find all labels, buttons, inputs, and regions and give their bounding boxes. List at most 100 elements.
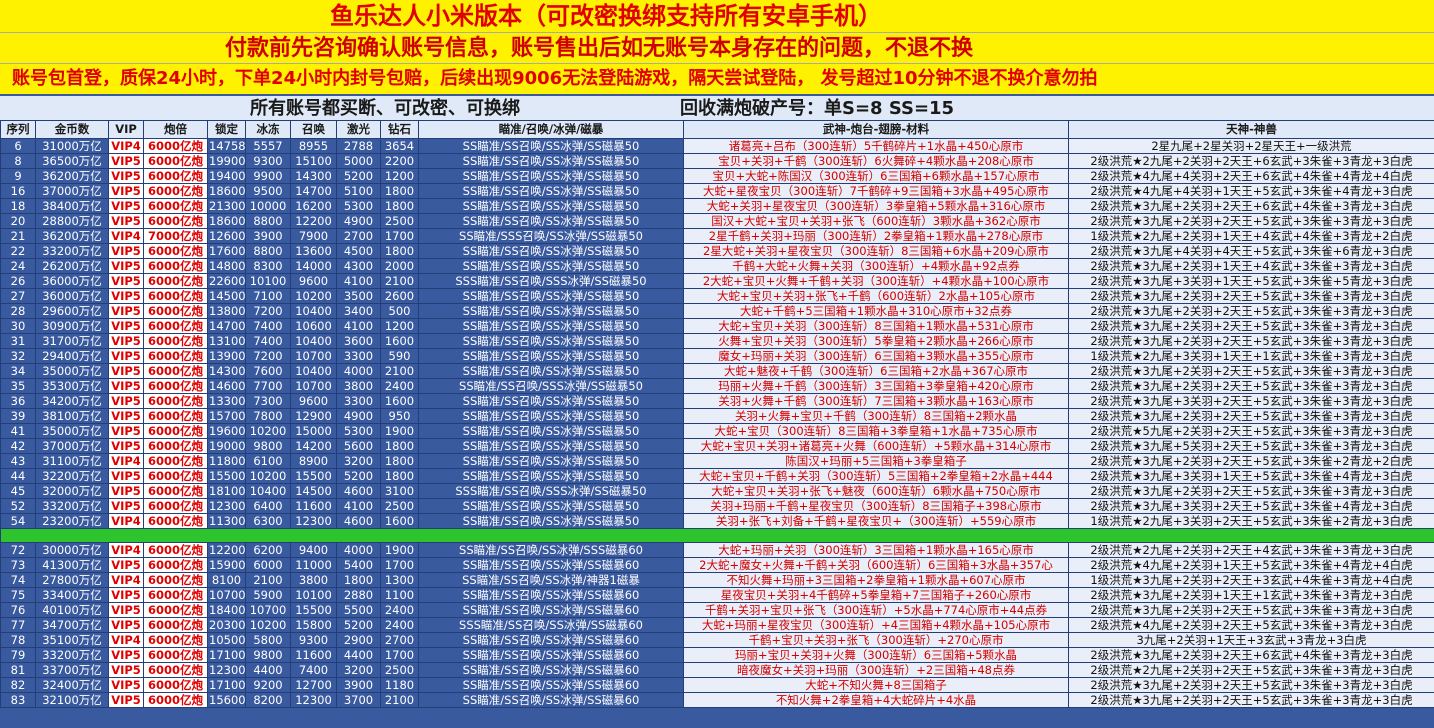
cell: 6000亿炮: [143, 138, 208, 154]
cell: 2级洪荒★4九尾+4关羽+2天王+6玄武+4朱雀+4青龙+4白虎: [1068, 168, 1434, 184]
cell: 1600: [380, 333, 419, 349]
cell: 2400: [380, 602, 419, 618]
cell: SS瞄准/SS召唤/SS冰弹/SS磁暴60: [418, 662, 684, 678]
cell: 16200: [290, 198, 337, 214]
cell: SS瞄准/SS召唤/SS冰弹/SS磁暴60: [418, 587, 684, 603]
cell: 36200万亿: [35, 228, 109, 244]
cell: VIP5: [108, 288, 144, 304]
cell: 6000亿炮: [143, 273, 208, 289]
cell: 32200万亿: [35, 468, 109, 484]
cell: SS瞄准/SS召唤/SS冰弹/SS磁暴50: [418, 258, 684, 274]
cell: 1600: [380, 393, 419, 409]
cell: 12900: [290, 408, 337, 424]
cell: 6000亿炮: [143, 303, 208, 319]
cell: 19400: [207, 168, 246, 184]
cell: 30000万亿: [35, 542, 109, 558]
cell: 42: [0, 438, 36, 454]
data-row: 78 35100万亿 VIP4 6000亿炮 10500 5800 9300 2900 2700…: [0, 632, 1434, 648]
cell: 2100: [380, 363, 419, 379]
cell: 关羽+张飞+刘备+千鹤+星夜宝贝+（300连斩）+559心原市: [683, 513, 1069, 529]
promo-bar: 所有账号都买断、可改密、可换绑 回收满炮破产号：单S=8 SS=15: [0, 94, 1434, 120]
cell: 9800: [245, 438, 291, 454]
cell: VIP5: [108, 662, 144, 678]
cell: 2级洪荒★2九尾+2关羽+2天王+4玄武+3朱雀+3青龙+3白虎: [1068, 542, 1434, 558]
cell: 大蛇+不知火舞+8三国箱子: [683, 677, 1069, 693]
separator: [0, 528, 1434, 543]
promo-text: 所有账号都买断、可改密、可换绑: [250, 98, 520, 119]
cell: 6000亿炮: [143, 692, 208, 708]
cell: 2级洪荒★3九尾+2关羽+2天王+5玄武+3朱雀+3青龙+3白虎: [1068, 288, 1434, 304]
cell: 3500: [336, 288, 381, 304]
cell: 8200: [245, 692, 291, 708]
cell: 不知火舞+玛丽+3三国箱+2拳皇箱+1颗水晶+607心原市: [683, 572, 1069, 588]
cell: 22: [0, 243, 36, 259]
cell: 2级洪荒★3九尾+2关羽+2天王+5玄武+3朱雀+3青龙+3白虎: [1068, 677, 1434, 693]
cell: 44: [0, 468, 36, 484]
cell: 14700: [290, 183, 337, 199]
cell: 9600: [290, 393, 337, 409]
cell: 1300: [380, 572, 419, 588]
cell: 18400: [207, 602, 246, 618]
cell: 5300: [336, 198, 381, 214]
cell: 2级洪荒★4九尾+4关羽+1天王+5玄武+3朱雀+4青龙+3白虎: [1068, 183, 1434, 199]
column-header: 钻石: [380, 120, 419, 139]
cell: 6000亿炮: [143, 483, 208, 499]
cell: 10400: [290, 333, 337, 349]
data-row: 52 33200万亿 VIP5 6000亿炮 12300 6400 11600 4100 250…: [0, 498, 1434, 514]
cell: 5500: [336, 602, 381, 618]
cell: VIP5: [108, 423, 144, 439]
data-row: 30 30900万亿 VIP5 6000亿炮 14700 7400 10600 4100 120…: [0, 318, 1434, 334]
cell: 24: [0, 258, 36, 274]
cell: 9300: [290, 632, 337, 648]
cell: 35000万亿: [35, 363, 109, 379]
cell: 9500: [245, 183, 291, 199]
cell: 8955: [290, 138, 337, 154]
cell: SS瞄准/SS召唤/SS冰弹/SS磁暴50: [418, 168, 684, 184]
cell: 35100万亿: [35, 632, 109, 648]
cell: 12200: [207, 542, 246, 558]
cell: 9600: [290, 273, 337, 289]
cell: 大蛇+宝贝（300连斩）8三国箱+3拳皇箱+1水晶+735心原市: [683, 423, 1069, 439]
cell: 2级洪荒★3九尾+3关羽+2天王+5玄武+3朱雀+4青龙+3白虎: [1068, 498, 1434, 514]
data-row: 18 38400万亿 VIP5 6000亿炮 21300 10000 16200 5300 18…: [0, 198, 1434, 214]
cell: VIP5: [108, 198, 144, 214]
data-row: 27 36000万亿 VIP5 6000亿炮 14500 7100 10200 3500 260…: [0, 288, 1434, 304]
cell: 2600: [380, 288, 419, 304]
cell: 5000: [336, 153, 381, 169]
cell: 6000亿炮: [143, 647, 208, 663]
cell: 6000亿炮: [143, 513, 208, 529]
cell: VIP5: [108, 168, 144, 184]
cell: 2级洪荒★3九尾+2关羽+2天王+5玄武+3朱雀+3青龙+3白虎: [1068, 602, 1434, 618]
cell: 11000: [290, 557, 337, 573]
cell: 81: [0, 662, 36, 678]
separator-row: [0, 528, 1434, 543]
cell: SS瞄准/SS召唤/SS冰弹/SS磁暴50: [418, 408, 684, 424]
cell: 6000亿炮: [143, 288, 208, 304]
cell: SS瞄准/SS召唤/SS冰弹/SS磁暴60: [418, 632, 684, 648]
cell: 宝贝+大蛇+陈国汉（300连斩）6三国箱+6颗水晶+157心原市: [683, 168, 1069, 184]
cell: 6100: [245, 453, 291, 469]
cell: 6000亿炮: [143, 438, 208, 454]
cell: 2700: [380, 632, 419, 648]
cell: 2级洪荒★3九尾+4关羽+4天王+5玄武+3朱雀+6青龙+3白虎: [1068, 243, 1434, 259]
cell: SS瞄准/SS召唤/SS冰弹/SSS磁暴60: [418, 542, 684, 558]
cell: 12300: [290, 513, 337, 529]
cell: 大蛇+关羽+星夜宝贝（300连斩）3拳皇箱+5颗水晶+316心原市: [683, 198, 1069, 214]
cell: 2大蛇+魔女+火舞+千鹤+关羽（600连斩）6三国箱+3水晶+357心: [683, 557, 1069, 573]
cell: 37000万亿: [35, 183, 109, 199]
cell: 2级洪荒★3九尾+3关羽+1天王+5玄武+3朱雀+5青龙+3白虎: [1068, 273, 1434, 289]
column-header: 冰冻: [245, 120, 291, 139]
cell: 18600: [207, 183, 246, 199]
cell: 5300: [336, 423, 381, 439]
cell: 6000亿炮: [143, 333, 208, 349]
cell: 8100: [207, 572, 246, 588]
cell: 6000亿炮: [143, 557, 208, 573]
data-row: 35 35300万亿 VIP5 6000亿炮 14600 7700 10700 3800 240…: [0, 378, 1434, 394]
cell: 15500: [290, 602, 337, 618]
cell: 2级洪荒★3九尾+2关羽+2天王+5玄武+3朱雀+2青龙+2白虎: [1068, 453, 1434, 469]
cell: 2000: [380, 258, 419, 274]
cell: 72: [0, 542, 36, 558]
cell: SS瞄准/SS召唤/SS冰弹/SS磁暴50: [418, 153, 684, 169]
cell: 28: [0, 303, 36, 319]
data-row: 8 36500万亿 VIP5 6000亿炮 19900 9300 15100 5000 2200…: [0, 153, 1434, 169]
